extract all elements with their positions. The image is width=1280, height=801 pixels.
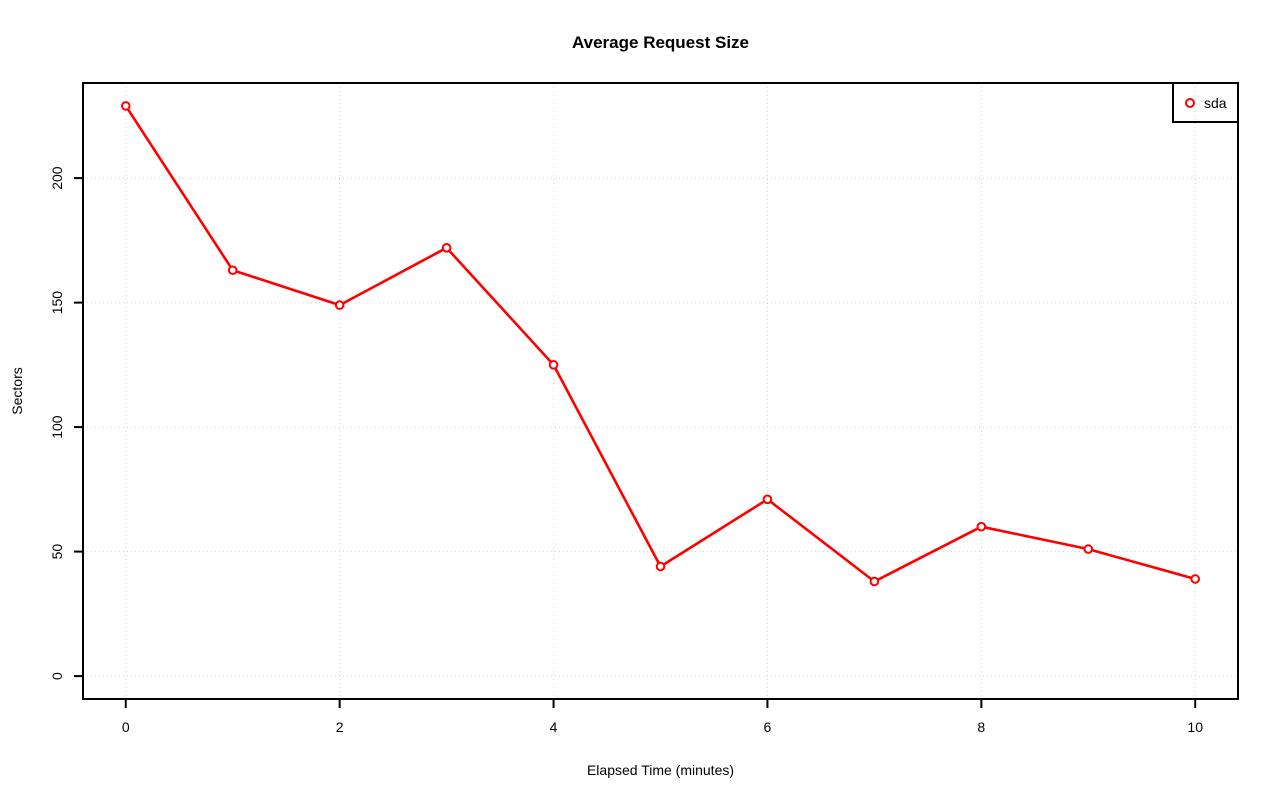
x-tick-label: 6 (764, 719, 772, 735)
legend-series-marker-icon (1185, 97, 1195, 108)
data-point (869, 576, 880, 587)
x-axis-title: Elapsed Time (minutes) (586, 762, 735, 778)
x-tick-label: 8 (977, 719, 985, 735)
plot-border (82, 82, 1239, 700)
x-tick-label: 4 (550, 719, 558, 735)
y-axis-title: Sectors (9, 367, 25, 414)
data-point (655, 561, 666, 572)
data-point (227, 265, 238, 276)
x-tick-label: 10 (1187, 719, 1203, 735)
chart-title: Average Request Size (572, 33, 749, 52)
data-point (120, 101, 131, 111)
data-point (976, 521, 987, 532)
data-point (548, 360, 559, 370)
y-tick-label: 0 (49, 672, 65, 680)
data-point (1083, 544, 1094, 554)
data-point (1190, 574, 1201, 584)
y-tick-label: 200 (49, 166, 65, 190)
legend: sda (1172, 82, 1239, 123)
y-tick-label: 50 (49, 544, 65, 560)
data-point (762, 494, 773, 505)
y-tick-label: 150 (49, 291, 65, 315)
series-line-sda (124, 104, 1197, 583)
data-point (334, 300, 345, 310)
data-point (441, 243, 452, 253)
x-tick-label: 0 (122, 719, 130, 735)
x-tick-label: 2 (336, 719, 344, 735)
y-tick-label: 100 (49, 415, 65, 439)
legend-series-label: sda (1204, 94, 1227, 111)
